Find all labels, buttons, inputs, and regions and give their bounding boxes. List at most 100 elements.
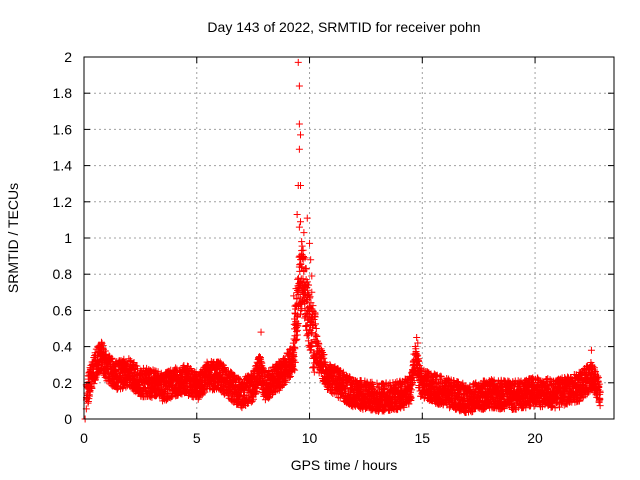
x-tick-label: 10 xyxy=(302,430,318,446)
y-tick-label: 0.8 xyxy=(53,266,73,282)
data-point-outlier xyxy=(297,182,305,190)
data-point xyxy=(310,368,318,376)
data-point xyxy=(297,260,305,268)
data-point-outlier xyxy=(308,272,316,280)
data-point-outlier xyxy=(308,288,316,296)
data-point-outlier xyxy=(304,281,312,289)
data-point xyxy=(596,395,604,403)
data-point xyxy=(469,407,477,415)
data-point xyxy=(450,377,458,385)
data-point xyxy=(313,332,321,340)
data-point xyxy=(252,388,260,396)
data-point xyxy=(312,320,320,328)
data-point xyxy=(146,393,154,401)
data-point xyxy=(407,393,415,401)
data-point xyxy=(595,384,603,392)
data-point xyxy=(304,330,312,338)
data-point-outlier xyxy=(295,223,303,231)
grid-lines xyxy=(84,57,614,419)
data-point xyxy=(339,368,347,376)
data-point-outlier xyxy=(297,218,305,226)
data-point-outlier xyxy=(307,256,315,264)
x-tick-label: 15 xyxy=(415,430,431,446)
y-tick-label: 1.2 xyxy=(53,194,73,210)
data-point-outlier xyxy=(414,339,422,347)
data-point xyxy=(310,363,318,371)
y-tick-label: 0.6 xyxy=(53,302,73,318)
data-point xyxy=(549,400,557,408)
y-tick-label: 1.6 xyxy=(53,121,73,137)
data-point-outlier xyxy=(300,229,308,237)
data-point xyxy=(414,351,422,359)
axis-ticks: 00.20.40.60.811.21.41.61.820 5 10 15 20 xyxy=(53,49,614,446)
data-point-outlier xyxy=(312,325,320,332)
data-point xyxy=(596,388,604,396)
data-point xyxy=(336,394,344,402)
data-point xyxy=(292,336,300,344)
data-point xyxy=(594,374,602,382)
data-point xyxy=(346,373,354,381)
data-point xyxy=(414,361,422,369)
data-point-outlier xyxy=(301,306,309,314)
data-point-outlier xyxy=(257,328,265,336)
data-point-outlier xyxy=(298,247,306,255)
data-point xyxy=(320,351,328,359)
data-point xyxy=(88,368,96,376)
data-point xyxy=(327,388,335,396)
data-point xyxy=(400,403,408,411)
data-point xyxy=(281,377,289,385)
data-point xyxy=(293,295,301,303)
data-point xyxy=(85,392,93,400)
data-point xyxy=(596,402,604,410)
data-point xyxy=(418,370,426,378)
data-point xyxy=(294,319,302,327)
data-point xyxy=(437,372,445,380)
y-tick-label: 1.8 xyxy=(53,85,73,101)
data-point xyxy=(120,355,128,363)
data-point-outlier xyxy=(295,82,303,90)
x-tick-label: 0 xyxy=(80,430,88,446)
data-point xyxy=(437,373,445,381)
data-point xyxy=(291,358,299,366)
data-point xyxy=(408,386,416,394)
data-point xyxy=(282,378,290,386)
data-point xyxy=(236,392,244,400)
data-point xyxy=(300,252,308,260)
data-point xyxy=(585,388,593,396)
data-point xyxy=(291,366,299,374)
chart-title: Day 143 of 2022, SRMTID for receiver poh… xyxy=(207,19,480,35)
data-point-outlier xyxy=(413,334,421,342)
data-point-outlier xyxy=(290,292,298,300)
data-point xyxy=(130,358,138,366)
data-point-outlier xyxy=(300,267,308,275)
data-point-outlier xyxy=(295,120,303,128)
data-point xyxy=(343,379,351,387)
data-point-outlier xyxy=(295,263,303,271)
data-point xyxy=(294,311,302,319)
data-point-outlier xyxy=(295,145,303,153)
data-point xyxy=(311,331,319,339)
data-point-outlier xyxy=(297,131,305,139)
data-point xyxy=(302,322,310,330)
data-point xyxy=(595,380,603,388)
data-point-outlier xyxy=(303,296,311,304)
y-tick-label: 0 xyxy=(64,411,72,427)
data-point xyxy=(292,328,300,336)
data-point xyxy=(293,335,301,343)
data-point xyxy=(551,404,559,412)
data-point xyxy=(235,375,243,383)
data-point xyxy=(265,394,273,402)
y-tick-label: 1 xyxy=(64,230,72,246)
y-tick-label: 2 xyxy=(64,49,72,65)
data-point xyxy=(304,286,312,294)
data-point-outlier xyxy=(299,288,307,296)
data-point xyxy=(415,357,423,365)
x-tick-label: 20 xyxy=(527,430,543,446)
data-point-outlier xyxy=(310,315,318,323)
data-point-outlier xyxy=(306,303,314,311)
data-point-outlier xyxy=(587,346,595,354)
data-point-outlier xyxy=(301,254,309,262)
data-point-outlier xyxy=(295,299,303,307)
data-point-outlier xyxy=(293,210,301,218)
